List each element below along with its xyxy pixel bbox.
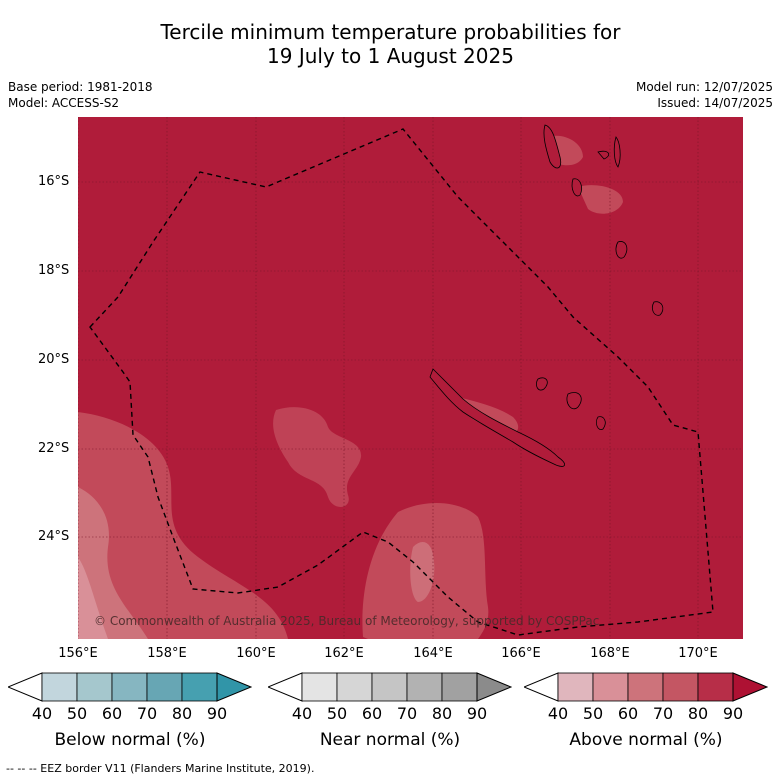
colorbar-tick-label: 80 [171,704,193,723]
lat-label: 24°S [38,529,70,544]
colorbar-high-arrow [216,672,252,702]
model-name: Model: ACCESS-S2 [8,96,120,110]
map-title: Tercile minimum temperature probabilitie… [0,20,781,68]
map-svg [78,117,743,639]
colorbar-tick-label: 90 [206,704,228,723]
colorbar-segment [627,672,664,702]
lon-label: 156°E [58,646,98,661]
colorbar-tick-label: 80 [687,704,709,723]
vanuatu-tanna [652,301,664,316]
colorbar-tick-label: 70 [396,704,418,723]
land-outlines [429,124,664,467]
lat-label: 22°S [38,441,70,456]
colorbar-high-arrow [476,672,512,702]
lon-label: 164°E [413,646,453,661]
colorbar-segment [697,672,734,702]
colorbar-tick-label: 60 [361,704,383,723]
below-normal-colorbar [8,672,252,702]
colorbar-segment [111,672,148,702]
region-70-west [78,487,148,639]
copyright-notice: © Commonwealth of Australia 2025, Bureau… [94,614,600,628]
colorbar-tick-label: 60 [101,704,123,723]
colorbar-segment [336,672,373,702]
colorbar-segment [301,672,338,702]
colorbar-tick-label: 90 [466,704,488,723]
meta-right: Model run: 12/07/2025 Issued: 14/07/2025 [636,79,773,111]
graticule [78,117,743,639]
colorbar-tick-label: 40 [291,704,313,723]
colorbar-tick-label: 40 [31,704,53,723]
colorbar-segment [406,672,443,702]
above-normal-label: Above normal (%) [569,730,723,750]
region-70-south [410,542,435,602]
lon-label: 158°E [147,646,187,661]
colorbar-tick-label: 50 [66,704,88,723]
title-line-2: 19 July to 1 August 2025 [267,44,514,68]
colorbar-low-arrow [524,672,559,702]
colorbar-tick-label: 80 [431,704,453,723]
lon-label: 170°E [678,646,718,661]
colorbar-tick-label: 70 [652,704,674,723]
colorbar-tick-label: 50 [326,704,348,723]
colorbar-segment [41,672,78,702]
near-normal-label: Near normal (%) [319,730,461,750]
near-normal-colorbar [268,672,512,702]
lat-label: 18°S [38,263,70,278]
colorbar-segment [557,672,594,702]
colorbar-segment [76,672,113,702]
lon-label: 160°E [236,646,276,661]
lon-label: 166°E [501,646,541,661]
colorbar-tick-label: 60 [617,704,639,723]
base-period: Base period: 1981-2018 [8,80,153,94]
meta-left: Base period: 1981-2018 Model: ACCESS-S2 [8,79,153,111]
colorbar-segment [371,672,408,702]
colorbar-segment [592,672,629,702]
colorbar-segment [662,672,699,702]
colorbar-tick-label: 40 [547,704,569,723]
vanuatu-pentecost [613,136,621,168]
lat-label: 20°S [38,352,70,367]
region-80-center [273,407,362,507]
title-line-1: Tercile minimum temperature probabilitie… [160,20,621,44]
loyalty-island-3 [595,416,606,430]
new-caledonia-island [429,368,565,467]
vanuatu-espiritu-santo [543,124,562,169]
region-80-west [78,412,288,639]
vanuatu-ambae [597,150,610,160]
eez-footnote: -- -- -- EEZ border V11 (Flanders Marine… [6,762,315,775]
colorbar-tick-label: 50 [582,704,604,723]
region-80-vanuatu [548,135,623,214]
vanuatu-efate [615,241,628,259]
vanuatu-malekula [571,178,582,197]
eez-border [89,128,714,636]
model-run: Model run: 12/07/2025 [635,80,773,94]
colorbar-segment [441,672,478,702]
loyalty-island-1 [536,377,548,391]
colorbar-segment [181,672,218,702]
colorbar-low-arrow [268,672,303,702]
colorbar-segment [146,672,183,702]
colorbar-low-arrow [8,672,43,702]
issued-date: Issued: 14/07/2025 [657,96,773,110]
lat-label: 16°S [38,174,70,189]
lon-label: 168°E [590,646,630,661]
below-normal-label: Below normal (%) [54,730,206,750]
lon-label: 162°E [324,646,364,661]
above-normal-colorbar [524,672,768,702]
colorbar-high-arrow [732,672,768,702]
colorbar-tick-label: 90 [722,704,744,723]
map-canvas[interactable]: © Commonwealth of Australia 2025, Bureau… [78,117,743,639]
colorbar-tick-label: 70 [136,704,158,723]
loyalty-island-2 [566,392,582,410]
region-60-west [78,557,108,639]
